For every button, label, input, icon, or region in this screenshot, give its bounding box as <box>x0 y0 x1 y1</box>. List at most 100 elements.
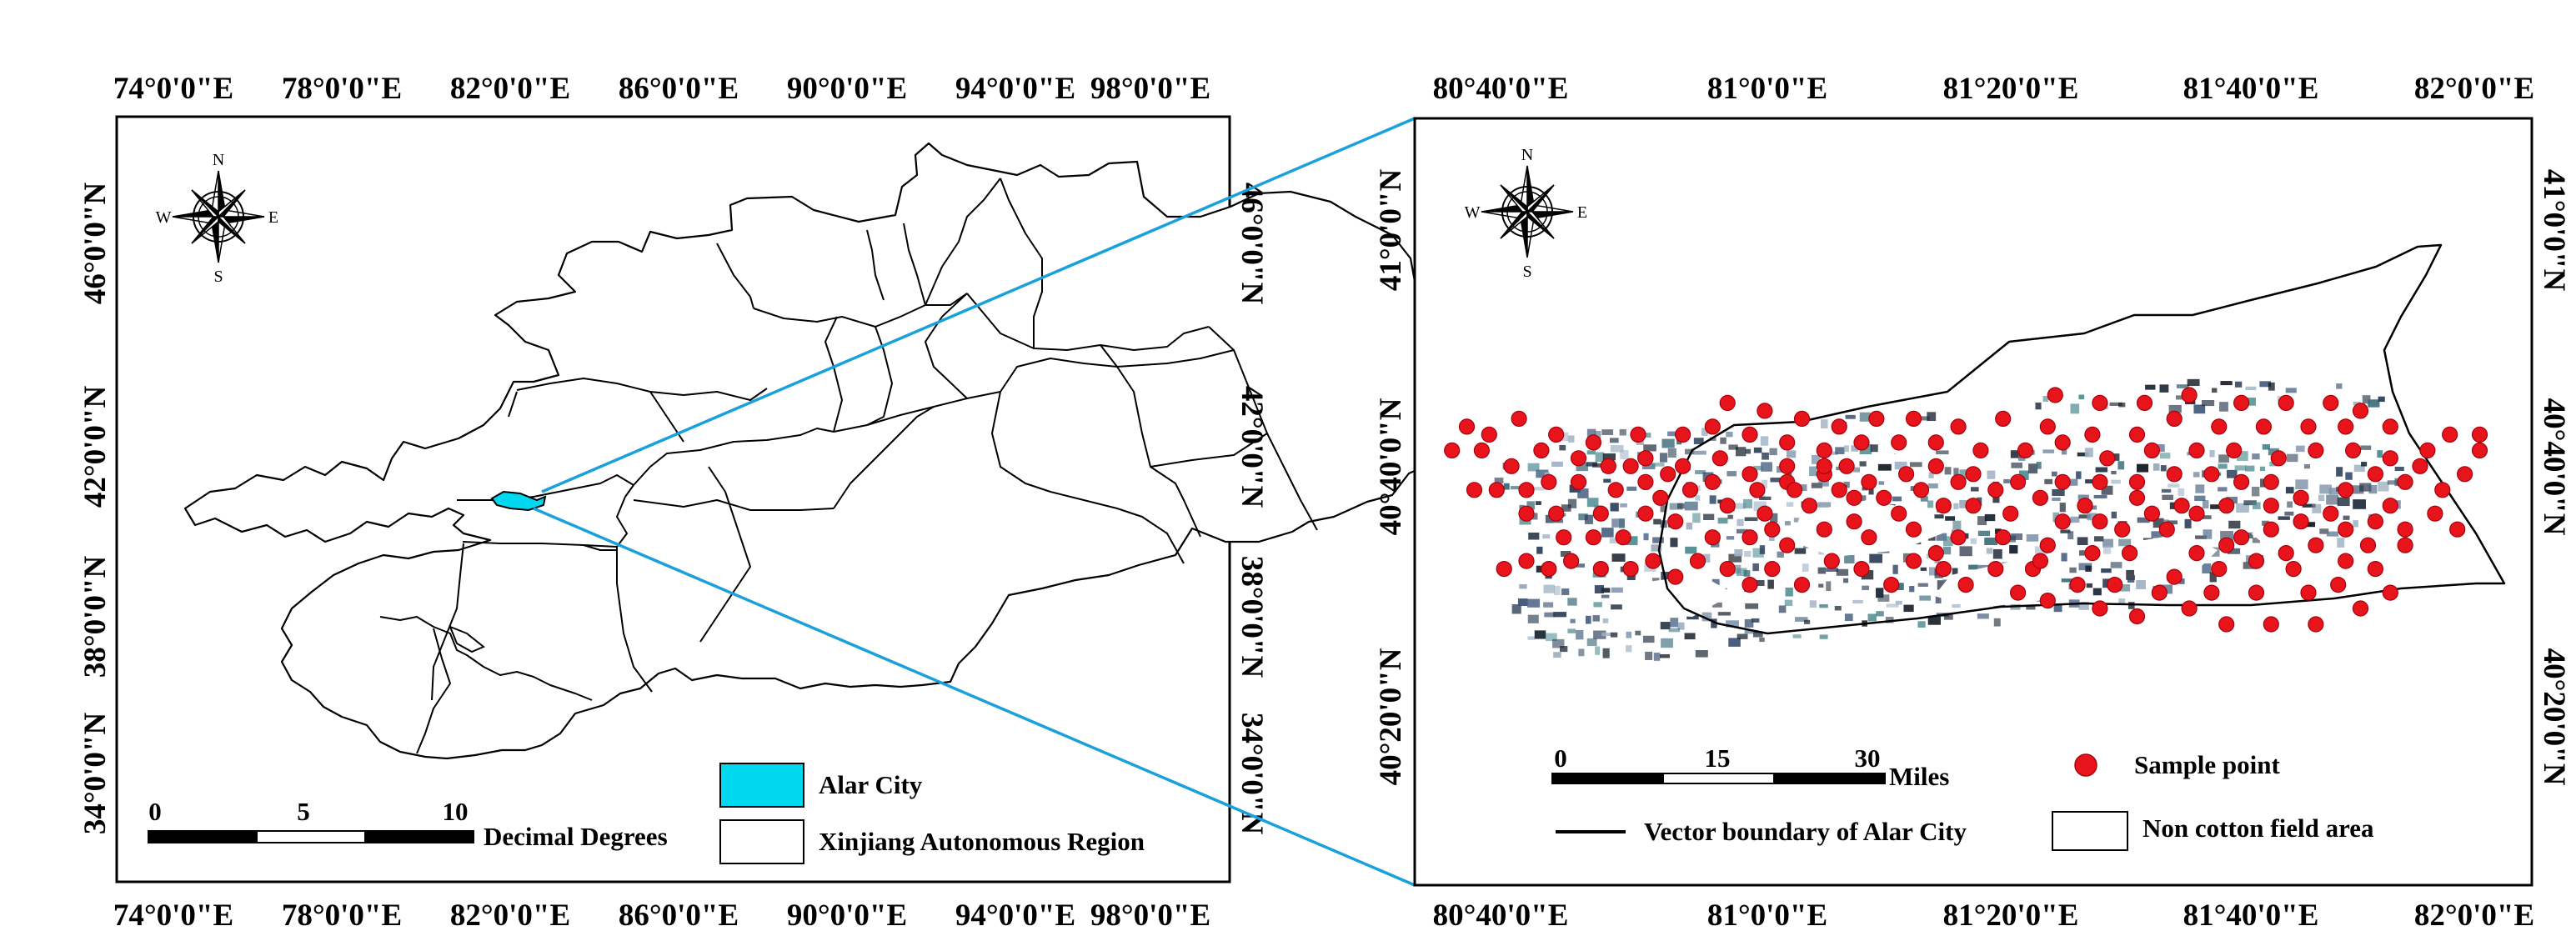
sample-point <box>2457 466 2473 483</box>
imagery-cell <box>1767 579 1774 589</box>
imagery-cell <box>2153 518 2164 528</box>
imagery-cell <box>1693 450 1706 455</box>
imagery-cell <box>1736 528 1748 534</box>
imagery-cell <box>2278 516 2290 520</box>
imagery-cell <box>1812 454 1821 464</box>
imagery-cell <box>1794 548 1807 554</box>
imagery-cell <box>2153 463 2160 471</box>
imagery-cell <box>2042 449 2054 453</box>
imagery-cell <box>2126 569 2135 580</box>
imagery-cell <box>1936 450 1949 455</box>
imagery-cell <box>1917 416 1930 421</box>
imagery-cell <box>1553 612 1567 618</box>
legend-vector-boundary-label: Vector boundary of Alar City <box>1644 817 1967 846</box>
sample-point <box>2211 560 2228 578</box>
sample-point <box>1831 418 1847 435</box>
sample-point <box>2323 505 2339 522</box>
imagery-cell <box>2176 384 2189 388</box>
imagery-cell <box>1543 602 1554 608</box>
imagery-cell <box>1801 484 1807 492</box>
right-compass-s: S <box>1522 263 1531 281</box>
sample-point <box>1838 458 1855 474</box>
imagery-cell <box>1877 463 1892 471</box>
sample-point <box>2397 521 2413 538</box>
imagery-cell <box>1709 495 1716 504</box>
sample-point <box>1511 410 1527 427</box>
imagery-cell <box>1611 553 1626 562</box>
imagery-cell <box>2202 400 2215 407</box>
sample-point <box>2300 584 2317 601</box>
imagery-cell <box>1552 638 1565 648</box>
sample-point <box>2039 592 2056 609</box>
imagery-cell <box>1878 481 1885 485</box>
sample-point <box>2128 489 2146 506</box>
sample-point <box>1518 482 1535 498</box>
imagery-cell <box>1744 630 1757 634</box>
sample-point <box>1853 434 1870 451</box>
imagery-cell <box>1545 514 1554 523</box>
left-right-lat-1: 42°0'0"N <box>1235 386 1269 508</box>
imagery-cell <box>1970 487 1979 492</box>
sample-point <box>1667 513 1684 530</box>
imagery-cell <box>1818 583 1824 588</box>
sample-point <box>1637 505 1654 522</box>
imagery-cell <box>1876 611 1884 617</box>
right-top-lon-0: 80°40'0"E <box>1433 72 1569 106</box>
imagery-cell <box>2070 403 2080 414</box>
imagery-cell <box>2101 485 2113 495</box>
sample-points-layer <box>1444 387 2488 633</box>
imagery-cell <box>1701 428 1708 436</box>
imagery-cell <box>1920 496 1928 502</box>
imagery-cell <box>1586 428 1596 439</box>
sample-point <box>2084 544 2101 562</box>
sample-point <box>1905 521 1922 538</box>
imagery-cell <box>1968 564 1978 570</box>
sample-point <box>2010 473 2027 490</box>
imagery-cell <box>2219 402 2228 412</box>
right-scale-bar: 0 15 30 Miles <box>1551 743 1949 791</box>
imagery-cell <box>1959 546 1972 557</box>
right-scale-tick-1: 15 <box>1705 743 1731 773</box>
imagery-cell <box>2102 538 2113 548</box>
sample-point <box>1622 458 1639 474</box>
imagery-cell <box>1576 563 1585 568</box>
imagery-cell <box>1717 518 1728 524</box>
right-top-lon-1: 81°0'0"E <box>1707 72 1827 106</box>
right-compass-e: E <box>1577 203 1587 222</box>
imagery-cell <box>2251 487 2260 497</box>
right-bottom-lon-1: 81°0'0"E <box>1707 898 1827 933</box>
imagery-cell <box>1984 537 1998 545</box>
imagery-cell <box>1760 436 1769 446</box>
imagery-cell <box>1602 618 1609 623</box>
sample-point <box>1645 553 1661 569</box>
sample-point <box>2285 560 2302 578</box>
left-scale-bar: 0 5 10 Decimal Degrees <box>148 797 668 851</box>
sample-point <box>2107 576 2123 593</box>
sample-point <box>2188 442 2205 459</box>
imagery-cell <box>2319 484 2332 494</box>
imagery-cell <box>2285 487 2294 494</box>
imagery-cell <box>2268 448 2279 456</box>
imagery-cell <box>2061 553 2067 562</box>
imagery-cell <box>1543 584 1556 593</box>
imagery-cell <box>2078 602 2089 610</box>
sample-point <box>1585 434 1602 451</box>
imagery-cell <box>1992 496 2000 503</box>
imagery-cell <box>1601 594 1610 598</box>
sample-point <box>2397 537 2413 553</box>
sample-point <box>1861 529 1877 546</box>
imagery-cell <box>1817 502 1832 508</box>
sample-point <box>2323 394 2339 411</box>
imagery-cell <box>1762 452 1769 460</box>
imagery-cell <box>1977 613 1989 619</box>
imagery-cell <box>1737 518 1744 527</box>
imagery-cell <box>1494 478 1504 483</box>
imagery-cell <box>1560 646 1568 653</box>
imagery-cell <box>2117 461 2125 470</box>
imagery-cell <box>1894 461 1907 470</box>
sample-point <box>2218 498 2235 514</box>
right-left-lat-labels: 41°0'0"N 40°40'0"N 40°20'0"N <box>1374 169 1408 786</box>
right-compass-rose: N S E W <box>1465 146 1588 281</box>
left-compass-e: E <box>268 208 278 227</box>
imagery-cell <box>2287 501 2293 508</box>
